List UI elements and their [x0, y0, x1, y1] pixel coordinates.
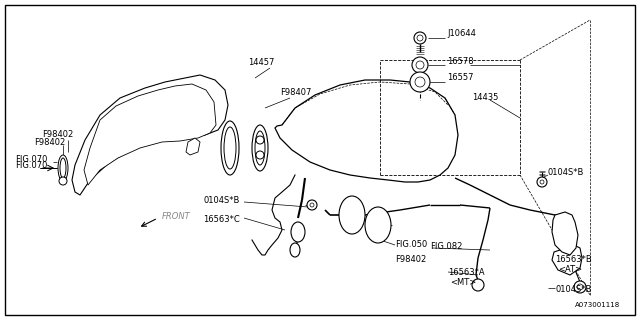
Circle shape: [59, 177, 67, 185]
Circle shape: [577, 284, 583, 290]
Text: A073001118: A073001118: [575, 302, 620, 308]
Text: FIG.050: FIG.050: [395, 240, 428, 249]
Ellipse shape: [252, 125, 268, 171]
Polygon shape: [275, 80, 458, 182]
Text: F98407: F98407: [280, 88, 312, 97]
Circle shape: [256, 136, 264, 144]
Ellipse shape: [255, 131, 265, 165]
Ellipse shape: [224, 127, 236, 169]
Polygon shape: [84, 84, 216, 185]
Text: F98402: F98402: [42, 130, 73, 139]
Text: 16563*A: 16563*A: [448, 268, 484, 277]
Circle shape: [540, 180, 544, 184]
Text: FRONT: FRONT: [162, 212, 191, 221]
Circle shape: [412, 57, 428, 73]
Circle shape: [415, 77, 425, 87]
Ellipse shape: [58, 155, 68, 181]
Text: <MT>: <MT>: [450, 278, 476, 287]
Text: 0104S*B: 0104S*B: [555, 285, 591, 294]
Text: 16563*C: 16563*C: [204, 215, 240, 224]
Circle shape: [256, 151, 264, 159]
Text: 14457: 14457: [248, 58, 275, 67]
Circle shape: [574, 281, 586, 293]
Text: 14435: 14435: [472, 93, 499, 102]
Text: 0104S*B: 0104S*B: [204, 196, 240, 205]
Polygon shape: [552, 212, 578, 255]
Ellipse shape: [291, 222, 305, 242]
Polygon shape: [72, 75, 228, 195]
Ellipse shape: [60, 158, 66, 178]
Text: FIG.070: FIG.070: [15, 161, 47, 170]
Text: FIG.082: FIG.082: [430, 242, 462, 251]
Circle shape: [307, 200, 317, 210]
Circle shape: [417, 35, 423, 41]
Text: 16578: 16578: [447, 57, 474, 66]
Circle shape: [472, 279, 484, 291]
Text: F98402: F98402: [395, 255, 426, 264]
Circle shape: [414, 32, 426, 44]
Text: F98402: F98402: [35, 138, 66, 147]
Text: J10644: J10644: [447, 29, 476, 38]
Polygon shape: [186, 138, 200, 155]
Text: 0104S*B: 0104S*B: [548, 168, 584, 177]
Ellipse shape: [339, 196, 365, 234]
Circle shape: [410, 72, 430, 92]
Ellipse shape: [290, 243, 300, 257]
Circle shape: [310, 203, 314, 207]
Circle shape: [416, 61, 424, 69]
Text: FIG.070: FIG.070: [15, 156, 47, 164]
Polygon shape: [552, 244, 582, 275]
Circle shape: [537, 177, 547, 187]
Text: <AT>: <AT>: [558, 265, 582, 274]
Text: 16563*B: 16563*B: [555, 255, 592, 264]
Ellipse shape: [221, 121, 239, 175]
Text: 16557: 16557: [447, 74, 474, 83]
Ellipse shape: [365, 207, 391, 243]
